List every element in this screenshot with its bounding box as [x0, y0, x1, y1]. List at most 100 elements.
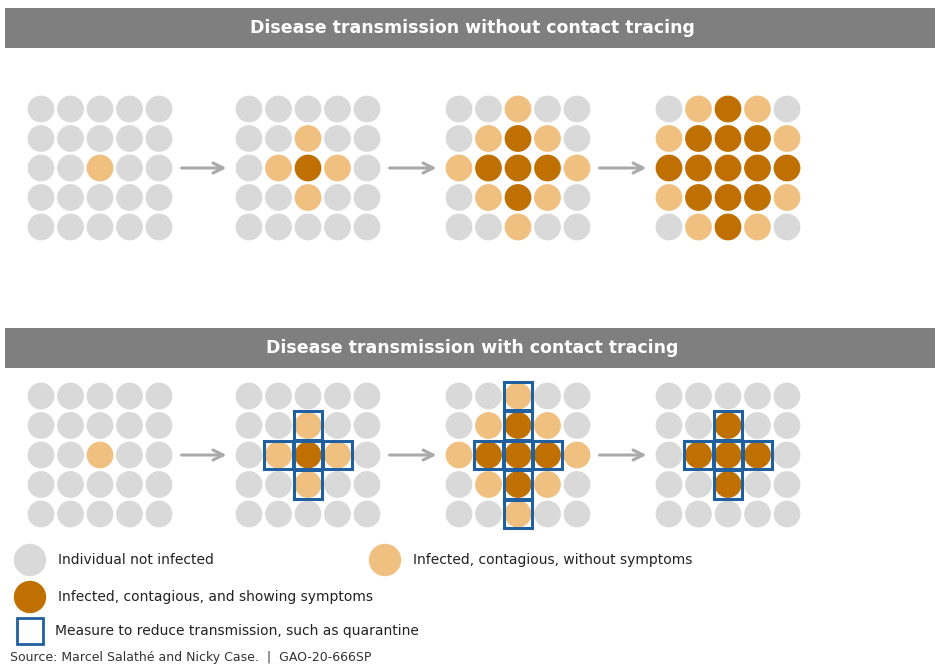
Circle shape	[685, 96, 711, 122]
Circle shape	[773, 472, 799, 497]
Circle shape	[325, 413, 350, 438]
Circle shape	[146, 96, 172, 122]
Circle shape	[715, 413, 740, 438]
Circle shape	[146, 472, 172, 497]
Circle shape	[14, 545, 45, 575]
Circle shape	[87, 214, 112, 240]
Circle shape	[505, 96, 531, 122]
Circle shape	[265, 96, 291, 122]
Circle shape	[236, 383, 261, 409]
Circle shape	[685, 155, 711, 181]
Circle shape	[117, 96, 142, 122]
Circle shape	[28, 442, 54, 468]
Circle shape	[117, 501, 142, 527]
Circle shape	[325, 126, 350, 151]
Circle shape	[715, 442, 740, 468]
Circle shape	[354, 442, 379, 468]
Circle shape	[564, 214, 589, 240]
Circle shape	[685, 501, 711, 527]
Circle shape	[369, 545, 400, 575]
Circle shape	[744, 155, 769, 181]
Circle shape	[564, 472, 589, 497]
Bar	[17, 618, 43, 644]
Circle shape	[773, 155, 799, 181]
Bar	[5, 8, 934, 48]
Circle shape	[505, 185, 531, 210]
Circle shape	[476, 442, 500, 468]
Circle shape	[773, 126, 799, 151]
Text: Measure to reduce transmission, such as quarantine: Measure to reduce transmission, such as …	[55, 624, 418, 638]
Bar	[503, 411, 531, 440]
Circle shape	[28, 214, 54, 240]
Circle shape	[354, 96, 379, 122]
Bar	[503, 470, 531, 499]
Circle shape	[656, 442, 681, 468]
Circle shape	[656, 126, 681, 151]
Circle shape	[744, 501, 769, 527]
Circle shape	[446, 472, 471, 497]
Circle shape	[564, 126, 589, 151]
Circle shape	[117, 472, 142, 497]
Circle shape	[476, 214, 500, 240]
Circle shape	[476, 472, 500, 497]
Circle shape	[87, 472, 112, 497]
Circle shape	[117, 413, 142, 438]
Circle shape	[236, 214, 261, 240]
Circle shape	[685, 185, 711, 210]
Circle shape	[773, 442, 799, 468]
Circle shape	[744, 413, 769, 438]
Circle shape	[28, 185, 54, 210]
Circle shape	[476, 501, 500, 527]
Text: Individual not infected: Individual not infected	[58, 553, 213, 567]
Circle shape	[295, 155, 320, 181]
Circle shape	[265, 383, 291, 409]
Bar	[503, 500, 531, 529]
Circle shape	[685, 413, 711, 438]
Text: Infected, contagious, and showing symptoms: Infected, contagious, and showing sympto…	[58, 590, 372, 604]
Circle shape	[87, 96, 112, 122]
Circle shape	[656, 472, 681, 497]
Circle shape	[534, 96, 560, 122]
Circle shape	[715, 383, 740, 409]
Circle shape	[715, 501, 740, 527]
Circle shape	[744, 472, 769, 497]
Circle shape	[773, 383, 799, 409]
Circle shape	[87, 126, 112, 151]
Circle shape	[476, 155, 500, 181]
Circle shape	[325, 185, 350, 210]
Circle shape	[265, 185, 291, 210]
Circle shape	[354, 501, 379, 527]
Circle shape	[58, 472, 83, 497]
Circle shape	[685, 442, 711, 468]
Circle shape	[744, 214, 769, 240]
Circle shape	[656, 155, 681, 181]
Circle shape	[534, 472, 560, 497]
Circle shape	[685, 383, 711, 409]
Circle shape	[58, 155, 83, 181]
Circle shape	[236, 96, 261, 122]
Circle shape	[87, 501, 112, 527]
Circle shape	[265, 442, 291, 468]
Circle shape	[656, 383, 681, 409]
Circle shape	[295, 472, 320, 497]
Circle shape	[325, 501, 350, 527]
Circle shape	[656, 185, 681, 210]
Circle shape	[265, 472, 291, 497]
Circle shape	[117, 442, 142, 468]
Circle shape	[446, 185, 471, 210]
Circle shape	[117, 383, 142, 409]
Circle shape	[146, 413, 172, 438]
Bar	[474, 441, 502, 470]
Circle shape	[295, 501, 320, 527]
Circle shape	[295, 413, 320, 438]
Circle shape	[265, 501, 291, 527]
Text: Disease transmission without contact tracing: Disease transmission without contact tra…	[249, 19, 694, 37]
Circle shape	[354, 185, 379, 210]
Circle shape	[685, 472, 711, 497]
Circle shape	[773, 501, 799, 527]
Circle shape	[656, 501, 681, 527]
Circle shape	[58, 501, 83, 527]
Circle shape	[265, 155, 291, 181]
Circle shape	[58, 214, 83, 240]
Bar	[294, 470, 322, 499]
